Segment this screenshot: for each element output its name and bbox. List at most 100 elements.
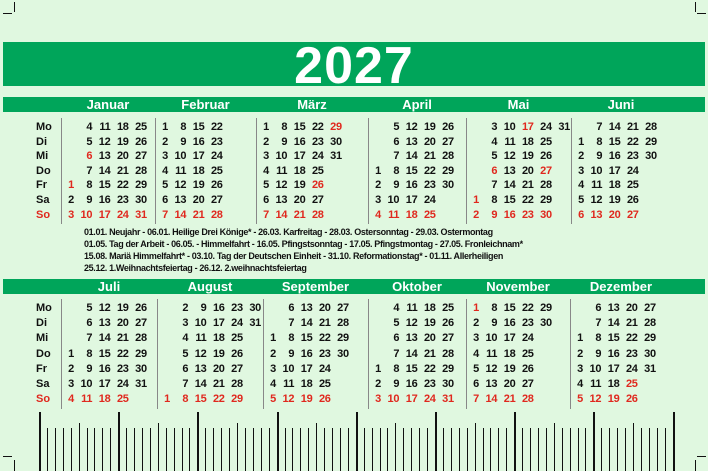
day-dezember-10: 10: [589, 362, 602, 375]
day-märz-28: 28: [311, 208, 324, 221]
day-april-30: 30: [442, 179, 454, 192]
day-juli-30: 30: [135, 362, 147, 375]
month-divider: [571, 118, 572, 225]
day-dezember-1: 1: [577, 332, 583, 345]
day-februar-15: 15: [192, 121, 205, 133]
day-oktober-28: 28: [442, 347, 454, 360]
day-mai-19: 19: [521, 150, 534, 163]
day-februar-3: 3: [162, 150, 168, 163]
day-januar-22: 22: [116, 179, 129, 192]
day-oktober-10: 10: [387, 393, 400, 406]
ruler-tick: [213, 428, 215, 471]
day-februar-4: 4: [162, 164, 168, 177]
day-november-13: 13: [485, 378, 498, 390]
month-divider: [61, 118, 62, 225]
day-april-16: 16: [405, 179, 418, 192]
ruler-tick: [134, 428, 136, 471]
day-januar-24: 24: [116, 208, 129, 221]
day-märz-24: 24: [311, 150, 324, 163]
day-juni-25: 25: [626, 179, 639, 192]
day-dezember-9: 9: [595, 347, 602, 360]
day-juni-16: 16: [608, 150, 621, 163]
ruler-tick: [141, 428, 143, 471]
day-märz-22: 22: [311, 121, 324, 133]
ruler-tick: [292, 428, 294, 471]
day-mai-29: 29: [540, 194, 552, 206]
ruler-tick: [466, 428, 468, 471]
day-januar-8: 8: [86, 179, 93, 192]
day-juli-2: 2: [68, 362, 74, 375]
day-september-20: 20: [318, 302, 331, 314]
ruler-tick: [640, 428, 642, 471]
day-januar-6: 6: [86, 150, 93, 163]
day-juli-3: 3: [68, 378, 74, 390]
day-august-16: 16: [212, 302, 225, 314]
day-august-8: 8: [182, 393, 189, 406]
month-name: Februar: [181, 97, 230, 112]
day-september-23: 23: [318, 347, 331, 360]
ruler-tick: [672, 412, 675, 471]
day-januar-12: 12: [98, 135, 111, 148]
day-mai-23: 23: [521, 208, 534, 221]
day-januar-20: 20: [116, 150, 129, 163]
day-januar-5: 5: [86, 135, 93, 148]
day-september-26: 26: [318, 393, 331, 406]
ruler-tick: [442, 428, 444, 471]
month-divider: [466, 299, 467, 410]
day-september-28: 28: [337, 317, 349, 330]
day-april-11: 11: [388, 208, 400, 221]
day-august-19: 19: [212, 347, 225, 360]
day-september-4: 4: [270, 378, 276, 390]
day-februar-16: 16: [192, 135, 205, 148]
day-august-12: 12: [194, 347, 207, 360]
month-name: November: [486, 279, 550, 294]
day-märz-21: 21: [293, 208, 306, 221]
day-september-8: 8: [288, 332, 295, 345]
day-juni-18: 18: [608, 179, 621, 192]
ruler-tick: [54, 428, 56, 471]
day-februar-9: 9: [180, 135, 187, 148]
day-mai-17: 17: [521, 121, 534, 133]
month-name: Juni: [607, 97, 635, 112]
day-juni-11: 11: [591, 179, 603, 192]
weekday-label-do: Do: [36, 164, 51, 177]
ruler-tick: [244, 428, 246, 471]
day-märz-12: 12: [275, 179, 288, 192]
day-oktober-18: 18: [423, 302, 436, 314]
day-november-26: 26: [521, 362, 534, 375]
ruler-tick: [39, 412, 41, 471]
day-oktober-24: 24: [423, 393, 436, 406]
day-november-23: 23: [521, 317, 534, 330]
day-juli-20: 20: [116, 317, 129, 330]
day-februar-13: 13: [174, 194, 187, 206]
day-november-30: 30: [540, 317, 552, 330]
ruler-tick: [593, 412, 596, 471]
day-januar-25: 25: [135, 121, 147, 133]
day-dezember-28: 28: [644, 317, 656, 330]
day-oktober-1: 1: [375, 362, 381, 375]
day-februar-22: 22: [210, 121, 223, 133]
day-august-28: 28: [231, 378, 243, 390]
weekday-label-sa: Sa: [36, 194, 50, 206]
day-mai-10: 10: [503, 121, 516, 133]
day-januar-27: 27: [135, 150, 147, 163]
day-juli-11: 11: [81, 393, 93, 406]
day-april-25: 25: [423, 208, 436, 221]
day-juni-29: 29: [645, 135, 657, 148]
weekday-label-fr: Fr: [36, 179, 47, 192]
day-november-10: 10: [485, 332, 498, 345]
ruler-tick: [648, 428, 650, 471]
ruler-tick: [205, 428, 207, 471]
holiday-line: 25.12. 1.Weihnachtsfeiertag - 26.12. 2.w…: [84, 263, 307, 273]
day-november-17: 17: [503, 332, 516, 345]
day-januar-15: 15: [98, 179, 111, 192]
day-juli-16: 16: [98, 362, 111, 375]
day-august-21: 21: [212, 378, 225, 390]
day-märz-18: 18: [293, 164, 306, 177]
day-mai-25: 25: [540, 135, 552, 148]
day-dezember-31: 31: [644, 362, 656, 375]
day-november-9: 9: [491, 317, 498, 330]
crop-mark-bottom-right: [697, 456, 706, 457]
crop-mark-bottom-left: [14, 460, 15, 471]
day-august-29: 29: [231, 393, 243, 406]
